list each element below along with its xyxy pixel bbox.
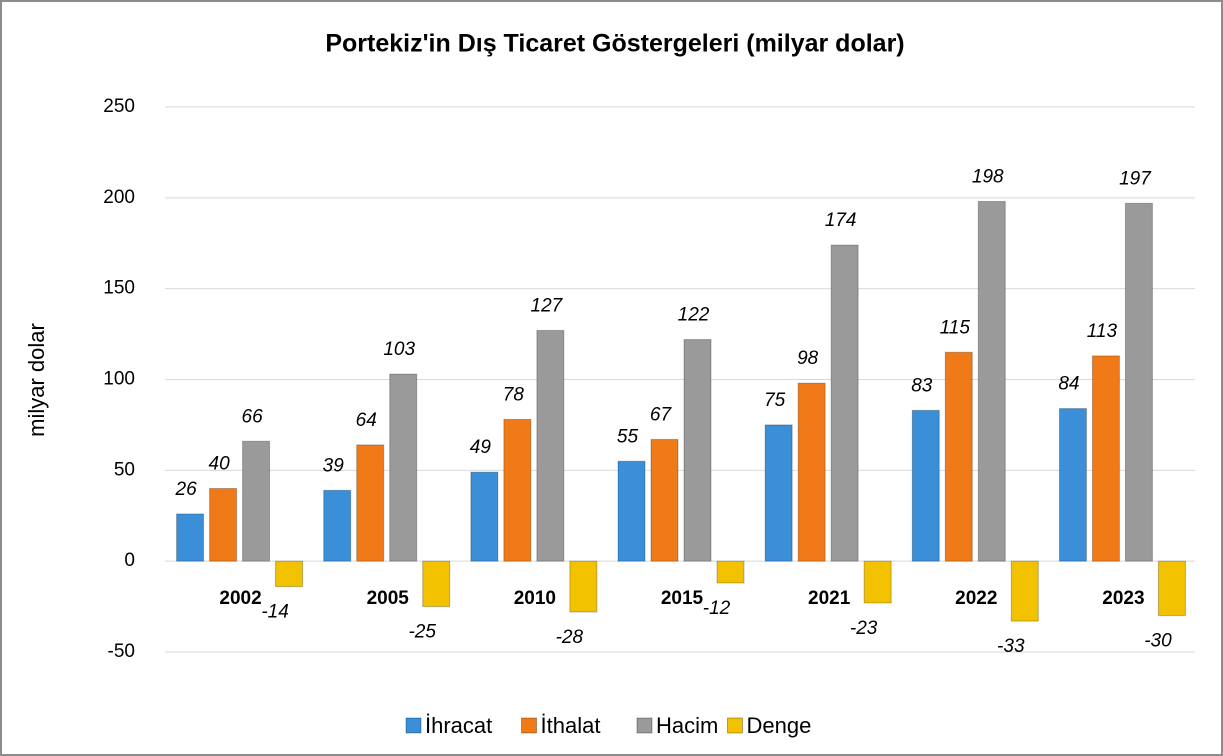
bar	[911, 409, 940, 562]
x-tick-label: 2015	[661, 588, 704, 609]
bar	[863, 560, 892, 604]
y-tick-label: 100	[103, 369, 135, 390]
legend: İhracat İthalat Hacim Denge	[405, 713, 812, 738]
data-label: 26	[175, 479, 198, 500]
data-label: 67	[650, 404, 673, 425]
data-label: 39	[323, 455, 345, 476]
data-label: 113	[1087, 321, 1118, 342]
bar	[830, 244, 859, 562]
y-tick-label: 0	[124, 550, 135, 571]
data-label: 122	[678, 305, 710, 326]
legend-swatch	[521, 717, 537, 734]
data-label: 66	[242, 406, 264, 427]
bar	[650, 438, 679, 562]
bar	[242, 440, 271, 562]
data-label: 40	[209, 454, 231, 475]
data-label: -12	[703, 598, 731, 619]
legend-label: Hacim	[656, 713, 718, 738]
bar	[569, 560, 598, 613]
data-label: 78	[503, 384, 525, 405]
bar	[977, 200, 1006, 562]
bar	[275, 560, 304, 588]
bar	[470, 471, 499, 562]
data-label: -30	[1144, 631, 1172, 652]
data-label: 98	[797, 348, 819, 369]
data-label: 55	[617, 426, 639, 447]
legend-swatch	[405, 717, 422, 734]
data-label: 174	[825, 210, 857, 231]
y-tick-label: 250	[103, 96, 135, 117]
legend-swatch	[727, 717, 743, 734]
bar	[617, 460, 646, 562]
bar	[503, 418, 532, 562]
legend-swatch	[636, 717, 653, 734]
bar	[1157, 560, 1186, 617]
bar	[422, 560, 451, 608]
legend-label: İhracat	[425, 713, 492, 738]
data-label: 115	[940, 317, 971, 338]
bar	[356, 444, 385, 562]
data-label: -33	[997, 636, 1025, 657]
bar	[176, 513, 205, 562]
x-tick-label: 2002	[219, 588, 261, 609]
bar	[1124, 202, 1153, 562]
x-tick-label: 2010	[514, 588, 556, 609]
bar	[209, 488, 238, 562]
bar	[389, 373, 418, 562]
y-tick-label: 200	[103, 187, 135, 208]
data-label: 64	[356, 410, 377, 431]
data-label: -14	[261, 602, 288, 623]
bar	[797, 382, 826, 562]
data-label: -28	[556, 627, 584, 648]
chart-title: Portekiz'in Dış Ticaret Göstergeleri (mi…	[325, 30, 904, 58]
data-label: 83	[911, 375, 933, 396]
bar	[536, 329, 565, 562]
y-tick-label: 150	[103, 278, 135, 299]
legend-label: İthalat	[541, 713, 601, 738]
bar	[1010, 560, 1039, 622]
x-tick-label: 2022	[955, 588, 997, 609]
x-tick-label: 2023	[1102, 588, 1144, 609]
data-label: 127	[531, 295, 564, 316]
bar	[683, 339, 712, 562]
data-label: 49	[470, 437, 492, 458]
x-tick-label: 2005	[367, 588, 410, 609]
data-label: -23	[850, 618, 878, 639]
data-label: 103	[383, 339, 415, 360]
data-label: 75	[764, 390, 786, 411]
bar	[944, 351, 973, 562]
data-label: 84	[1058, 374, 1079, 395]
data-label: 197	[1119, 168, 1152, 189]
bar	[1058, 408, 1087, 562]
data-label: 198	[972, 166, 1004, 187]
y-axis-label: milyar dolar	[24, 323, 49, 437]
bar	[1091, 355, 1120, 562]
data-label: -25	[408, 622, 436, 643]
bar	[323, 489, 352, 562]
bar	[716, 560, 745, 584]
y-tick-label: -50	[108, 641, 135, 662]
legend-label: Denge	[747, 713, 812, 738]
bar	[764, 424, 793, 562]
x-tick-label: 2021	[808, 588, 851, 609]
y-tick-label: 50	[114, 459, 135, 480]
